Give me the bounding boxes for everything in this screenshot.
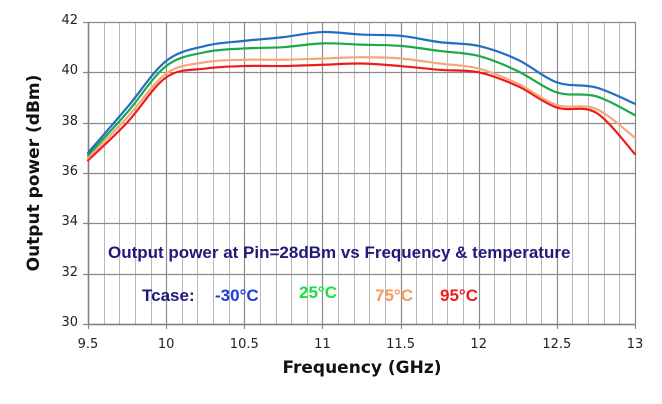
legend-item-25: 25°C (299, 283, 337, 302)
legend-item-minus30: -30°C (215, 286, 259, 305)
x-tick-label: 12.5 (542, 337, 572, 352)
x-tick-label: 11.5 (386, 337, 416, 352)
x-tick-label: 10 (157, 337, 175, 352)
axes (87, 22, 635, 326)
y-axis-label: Output power (dBm) (24, 74, 44, 272)
x-tick-label: 13 (626, 337, 644, 352)
legend-label: Tcase: (142, 286, 195, 305)
x-tick-label: 12 (470, 337, 487, 352)
series-line-95C (86, 62, 637, 162)
major-gridlines (83, 21, 637, 329)
legend-item-75: 75°C (375, 286, 413, 305)
series-line--30C (86, 30, 637, 154)
y-tick-label: 30 (61, 315, 78, 330)
y-tick-label: 32 (61, 264, 78, 280)
y-tick-label: 42 (61, 13, 78, 28)
x-tick-label: 11 (314, 337, 331, 352)
data-series (86, 30, 637, 162)
y-tick-label: 40 (61, 63, 78, 79)
y-tick-label: 36 (61, 164, 78, 179)
x-tick-label: 9.5 (77, 337, 99, 352)
x-axis-label: Frequency (GHz) (282, 358, 442, 378)
series-line-25C (86, 42, 637, 157)
y-tick-label: 38 (61, 113, 78, 129)
legend-item-95: 95°C (440, 286, 478, 305)
y-tick-label: 34 (61, 214, 78, 230)
series-line-75C (86, 56, 637, 159)
chart-title-annotation: Output power at Pin=28dBm vs Frequency &… (108, 243, 571, 262)
x-tick-label: 10.5 (229, 337, 259, 352)
